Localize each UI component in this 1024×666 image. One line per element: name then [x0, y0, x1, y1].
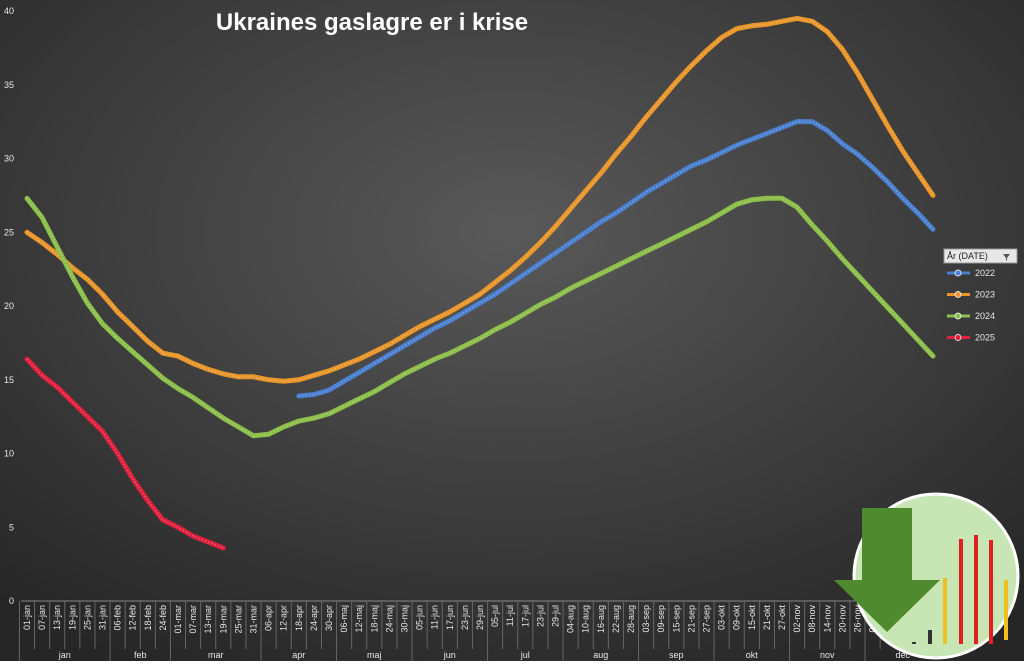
month-label: dec: [896, 650, 911, 660]
legend-label: 2025: [975, 333, 995, 343]
x-tick-label: 24-feb: [158, 605, 168, 631]
x-tick-label: 21-sep: [686, 605, 696, 633]
series-line: [24, 356, 226, 551]
x-tick-label: 19-jan: [67, 605, 77, 630]
month-label: mar: [208, 650, 224, 660]
legend-marker: [954, 334, 962, 341]
x-tick-label: 28-aug: [626, 605, 636, 633]
x-tick-label: 21-okt: [762, 605, 772, 631]
x-tick-label: 18-apr: [294, 605, 304, 631]
month-label: jul: [520, 650, 530, 660]
y-tick-label: 40: [4, 6, 14, 16]
x-tick-label: 11-jun: [430, 605, 440, 629]
series-highlight: [298, 120, 934, 397]
x-tick-label: 05-jul: [490, 605, 500, 627]
x-tick-label: 13-jan: [52, 605, 62, 630]
legend-marker: [954, 291, 962, 298]
y-tick-label: 10: [4, 449, 14, 459]
y-tick-label: 15: [4, 375, 14, 385]
x-tick-label: 04-aug: [566, 605, 576, 633]
x-tick-label: 07-mar: [188, 605, 198, 634]
legend-title: År (DATE): [947, 251, 988, 261]
x-tick-label: 18-feb: [143, 605, 153, 631]
y-tick-label: 20: [4, 301, 14, 311]
x-tick-label: 01-jan: [22, 605, 32, 630]
x-tick-label: 29-jul: [551, 605, 561, 627]
x-tick-label: 03-okt: [717, 605, 727, 631]
x-tick-label: 23-jun: [460, 605, 470, 630]
x-tick-label: 22-aug: [611, 605, 621, 633]
month-label: sep: [669, 650, 684, 660]
month-label: nov: [820, 650, 835, 660]
x-tick-label: 06-feb: [113, 605, 123, 631]
x-tick-label: 06-maj: [339, 605, 349, 633]
x-tick-label: 12-feb: [128, 605, 138, 631]
y-tick-label: 35: [4, 80, 14, 90]
x-tick-label: 12-apr: [279, 605, 289, 631]
x-tick-label: 27-sep: [702, 605, 712, 633]
legend: År (DATE): [943, 248, 1018, 264]
x-tick-label: 15-okt: [747, 605, 757, 631]
x-tick-label: 12-maj: [354, 605, 364, 633]
x-tick-label: 01-mar: [173, 605, 183, 634]
x-tick-label: 31-mar: [249, 605, 259, 634]
legend-header[interactable]: [943, 248, 1018, 264]
x-tick-label: 16-aug: [596, 605, 606, 633]
month-label: jun: [443, 650, 456, 660]
legend-marker: [954, 269, 962, 277]
month-label: feb: [134, 650, 147, 660]
x-tick-label: 29-jun: [475, 605, 485, 630]
legend-label: 2022: [975, 268, 995, 278]
x-tick-label: 30-maj: [400, 605, 410, 633]
series-line: [24, 195, 936, 439]
x-tick-label: 25-mar: [233, 605, 243, 634]
legend-label: 2024: [975, 311, 995, 321]
x-tick-label: 26-nov: [853, 605, 863, 633]
x-tick-label: 24-maj: [384, 605, 394, 633]
month-label: okt: [746, 650, 759, 660]
x-tick-label: 07-jan: [37, 605, 47, 630]
x-tick-label: 31-jan: [98, 605, 108, 630]
series-line: [24, 15, 936, 384]
x-tick-label: 14-nov: [822, 605, 832, 633]
y-tick-label: 0: [9, 596, 14, 606]
y-tick-label: 25: [4, 227, 14, 237]
x-tick-label: 09-okt: [732, 605, 742, 631]
x-tick-label: 08-nov: [807, 605, 817, 633]
x-tick-label: 13-mar: [203, 605, 213, 634]
corner-icon: [834, 492, 1020, 660]
x-tick-label: 20-nov: [837, 605, 847, 633]
x-tick-label: 25-jan: [82, 605, 92, 630]
x-tick-label: 17-jun: [445, 605, 455, 630]
chart-title: Ukraines gaslagre er i krise: [216, 9, 528, 36]
series-line: [296, 119, 936, 399]
x-tick-label: 06-apr: [264, 605, 274, 631]
x-tick-label: 03-sep: [641, 605, 651, 633]
x-tick-label: 11-jul: [505, 605, 515, 626]
x-tick-label: 15-sep: [671, 605, 681, 633]
month-label: aug: [593, 650, 608, 660]
x-tick-label: 02-nov: [792, 605, 802, 633]
month-label: apr: [292, 650, 305, 660]
x-tick-label: 24-apr: [309, 605, 319, 631]
x-tick-label: 05-jun: [415, 605, 425, 630]
y-tick-label: 30: [4, 154, 14, 164]
x-tick-label: 19-mar: [218, 605, 228, 634]
x-tick-label: 23-jul: [535, 605, 545, 627]
month-label: maj: [367, 650, 382, 660]
x-tick-label: 30-apr: [324, 605, 334, 631]
month-label: jan: [58, 650, 71, 660]
x-tick-label: 27-okt: [777, 605, 787, 631]
legend-label: 2023: [975, 290, 995, 300]
x-tick-label: 09-sep: [656, 605, 666, 633]
y-tick-label: 5: [9, 522, 14, 532]
x-tick-label: 18-maj: [369, 605, 379, 633]
x-tick-label: 17-jul: [520, 605, 530, 627]
legend-marker: [954, 312, 962, 320]
filter-icon[interactable]: [1003, 254, 1010, 261]
x-tick-label: 10-aug: [581, 605, 591, 633]
